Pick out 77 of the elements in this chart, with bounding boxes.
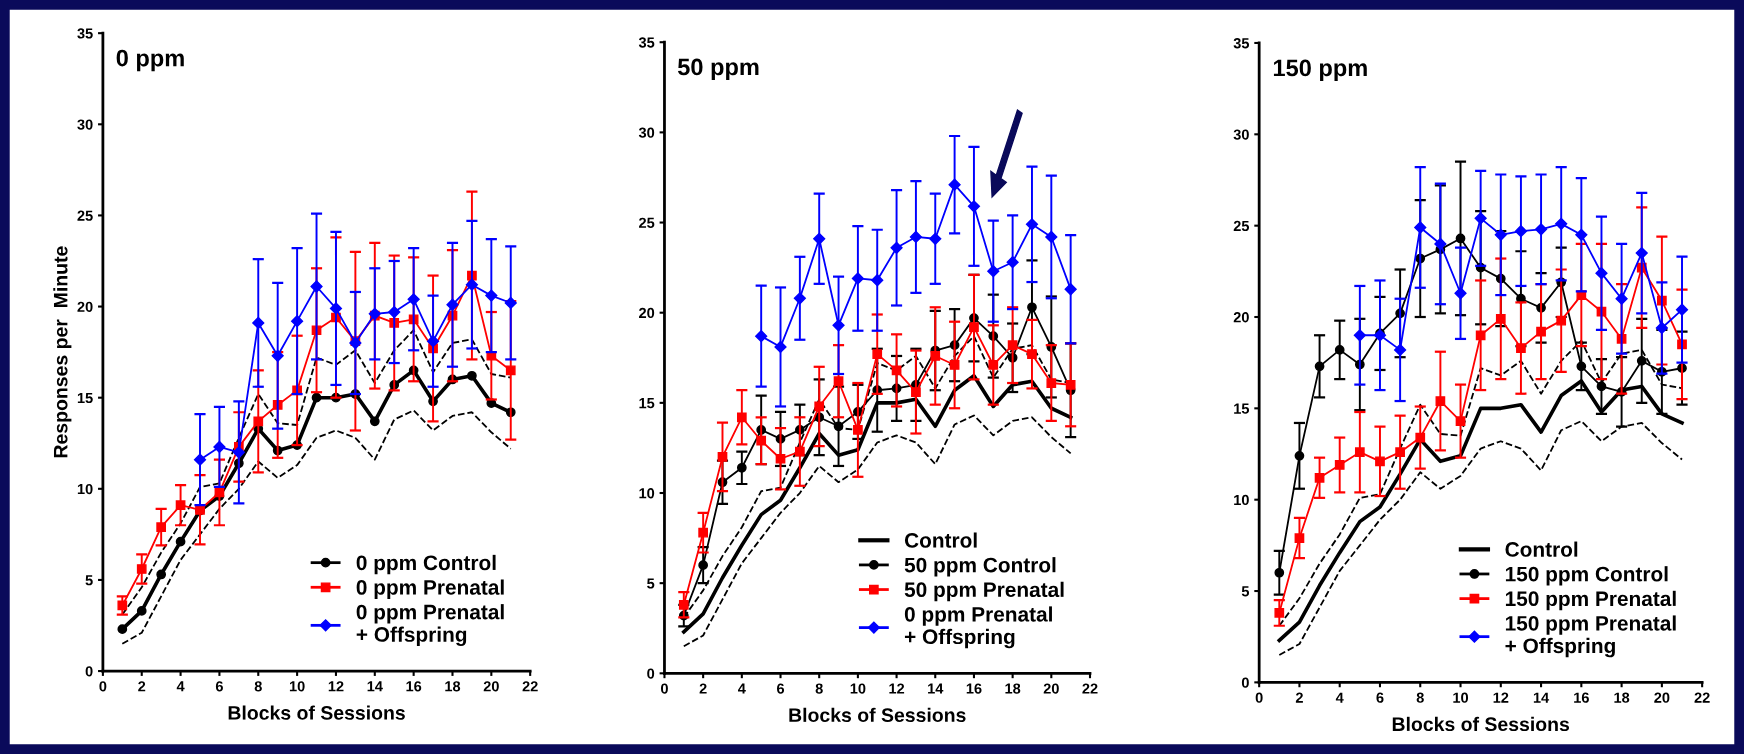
x-axis-title: Blocks of Sessions	[228, 705, 405, 720]
x-tick-label: 16	[406, 681, 422, 692]
x-tick-label: 10	[850, 683, 866, 694]
y-tick-label: 35	[1233, 38, 1250, 49]
x-tick-label: 12	[889, 683, 905, 694]
x-tick-label: 8	[1416, 692, 1424, 703]
y-tick-label: 5	[1241, 586, 1250, 597]
x-tick-label: 22	[1694, 692, 1710, 703]
x-tick-label: 4	[738, 683, 746, 694]
y-tick-label: 15	[639, 398, 655, 409]
y-tick-label: 0	[85, 666, 93, 677]
x-tick-label: 8	[815, 683, 823, 694]
legend-label: 150 ppm Control	[1505, 566, 1668, 586]
legend-label: Control	[904, 532, 977, 548]
x-axis-title: Blocks of Sessions	[789, 707, 966, 723]
y-tick-label: 25	[639, 217, 655, 228]
y-tick-label: 5	[647, 578, 655, 589]
y-tick-label: 20	[1233, 312, 1249, 323]
y-tick-label: 5	[85, 575, 93, 586]
y-tick-label: 10	[639, 488, 655, 499]
x-tick-label: 22	[522, 681, 538, 692]
legend-label: 0 ppm Prenatal	[356, 579, 504, 599]
x-tick-label: 18	[1005, 683, 1021, 694]
y-tick-label: 20	[639, 307, 655, 319]
y-tick-label: 25	[1233, 220, 1250, 232]
x-tick-label: 10	[1453, 692, 1469, 703]
x-tick-label: 6	[777, 683, 785, 694]
legend-label: 0 ppm Prenatal + Offspring	[904, 606, 1052, 649]
x-tick-label: 18	[1614, 692, 1630, 703]
x-tick-label: 2	[699, 683, 707, 694]
y-tick-label: 30	[638, 127, 655, 138]
x-tick-label: 14	[367, 681, 383, 692]
x-tick-label: 20	[1654, 692, 1670, 703]
text: 0 ppm	[116, 49, 184, 72]
y-tick-label: 10	[1234, 494, 1249, 506]
x-tick-label: 16	[1574, 692, 1589, 703]
y-tick-label: 10	[77, 483, 93, 495]
text: 150 ppm	[1273, 59, 1367, 81]
y-tick-label: 15	[77, 392, 93, 404]
x-tick-label: 8	[254, 681, 262, 692]
y-tick-label: 20	[77, 301, 93, 312]
x-tick-label: 22	[1082, 683, 1098, 694]
legend-label: 150 ppm Prenatal + Offspring	[1505, 615, 1676, 658]
text: 50 ppm	[677, 58, 759, 81]
legend-label: 0 ppm Control	[356, 554, 496, 575]
y-axis-title: Responses per Minute	[53, 246, 72, 458]
y-tick-label: 35	[77, 28, 93, 39]
x-tick-label: 0	[1255, 692, 1263, 703]
x-tick-label: 20	[1043, 683, 1059, 694]
x-tick-label: 16	[966, 683, 982, 694]
x-tick-label: 14	[928, 683, 944, 694]
x-tick-label: 4	[176, 681, 185, 692]
x-tick-label: 6	[1376, 692, 1384, 703]
x-tick-label: 6	[215, 681, 223, 692]
x-tick-label: 0	[660, 683, 668, 694]
x-tick-label: 12	[328, 681, 344, 692]
x-tick-label: 2	[138, 681, 146, 692]
y-tick-label: 25	[77, 210, 93, 221]
legend-label: Control	[1505, 541, 1578, 557]
x-tick-label: 0	[99, 681, 107, 692]
x-axis-title: Blocks of Sessions	[1392, 716, 1570, 732]
x-tick-label: 4	[1335, 692, 1344, 703]
x-tick-label: 2	[1295, 692, 1303, 703]
y-tick-label: 30	[1233, 129, 1249, 140]
x-tick-label: 12	[1493, 692, 1509, 703]
legend-label: 150 ppm Prenatal	[1505, 590, 1676, 611]
y-tick-label: 15	[1234, 403, 1250, 414]
y-tick-label: 30	[77, 119, 93, 130]
legend-label: 50 ppm Prenatal	[904, 581, 1064, 602]
legend-label: 50 ppm Control	[904, 557, 1056, 577]
x-tick-label: 18	[445, 681, 461, 692]
x-tick-label: 20	[483, 681, 499, 692]
x-tick-label: 10	[289, 681, 305, 692]
legend-label: 0 ppm Prenatal + Offspring	[356, 604, 504, 647]
y-tick-label: 35	[638, 37, 655, 48]
y-tick-label: 0	[647, 668, 655, 679]
x-tick-label: 14	[1533, 692, 1550, 703]
